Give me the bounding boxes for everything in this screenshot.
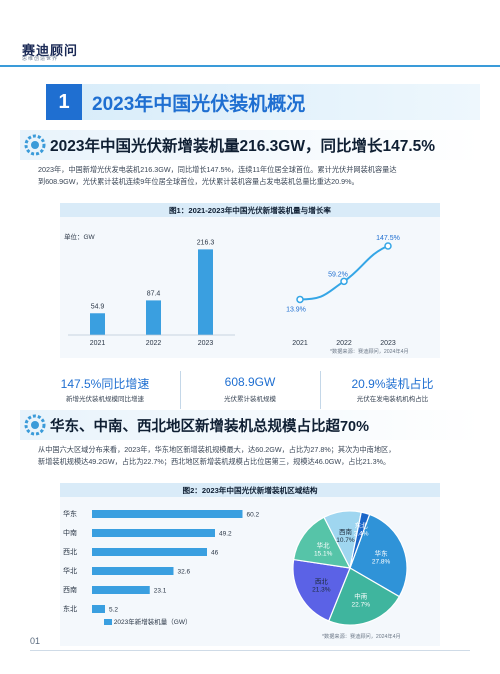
pie-value-label: 22.7% xyxy=(352,601,371,608)
page-number: 01 xyxy=(30,636,41,646)
x-tick-label: 2023 xyxy=(380,340,396,347)
header-divider xyxy=(0,65,500,67)
figure-1: 图1：2021-2023年中国光伏新增装机量与增长率 单位：GW 54.9 202… xyxy=(60,203,440,358)
figure-1-plot: 54.9 2021 87.4 2022 216.3 2023 13.9% 2021 59.2% 2… xyxy=(68,235,400,347)
y-tick-label: 华东 xyxy=(63,509,77,518)
pie-value-label: 27.8% xyxy=(372,559,391,566)
paragraph-1-line-2: 到608.9GW，光伏累计装机连续9年位居全球首位，光伏累计装机容量占发电装机总… xyxy=(38,177,359,186)
bar-value-label: 49.2 xyxy=(219,531,232,538)
y-tick-label: 西北 xyxy=(63,548,77,556)
gear-icon xyxy=(24,414,46,436)
bar-value-label: 60.2 xyxy=(247,512,260,519)
bar xyxy=(198,249,213,335)
bar xyxy=(146,300,161,335)
stat-cumulative-label: 光伏累计装机规模 xyxy=(224,396,276,403)
subheading-1-bg xyxy=(20,130,480,160)
subheading-2-bg xyxy=(20,410,480,440)
brand-logo: 赛迪顾问 xyxy=(22,43,79,58)
bar-value-label: 54.9 xyxy=(91,303,105,310)
figure-1-source: *数据来源：赛迪顾问，2024年4月 xyxy=(330,349,409,355)
pie-value-label: 10.7% xyxy=(336,537,355,544)
bar xyxy=(92,510,243,518)
figure-1-title-bar xyxy=(60,203,440,217)
legend-swatch xyxy=(104,619,112,626)
figure-2-legend: 2023年新增装机量（GW） xyxy=(104,616,191,626)
y-tick-label: 华北 xyxy=(63,566,77,575)
bar xyxy=(92,605,105,613)
pie-slice xyxy=(328,567,401,626)
line-point xyxy=(296,295,304,304)
paragraph-1: 2023年，中国新增光伏发电装机216.3GW，同比增长147.5%，连续11年… xyxy=(38,164,468,188)
y-tick-label: 东北 xyxy=(63,604,77,613)
pie-value-label: 15.1% xyxy=(314,551,333,558)
legend-label: 2023年新增装机量（GW） xyxy=(113,619,192,626)
stat-share-label: 光伏在发电装机机构占比 xyxy=(356,396,429,403)
paragraph-2-line-2: 新增装机规模达49.2GW，占比为22.7%；西北地区新增装机规模占比位居第三，… xyxy=(38,457,391,466)
bar xyxy=(90,313,105,335)
pie-slice xyxy=(349,511,371,569)
line-value-label: 13.9% xyxy=(286,306,306,313)
line-value-label: 59.2% xyxy=(328,271,348,278)
brand-slogan: 思维创造世界 xyxy=(22,56,59,62)
stat-cumulative-value: 608.9GW xyxy=(224,375,276,389)
y-tick-label: 西南 xyxy=(63,585,77,594)
paragraph-2-line-1: 从中国六大区域分布来看，2023年，华东地区新增装机规模最大，达60.2GW，占… xyxy=(38,445,396,454)
bar xyxy=(92,586,150,594)
figure-2-source: *数据来源：赛迪顾问，2024年4月 xyxy=(322,634,401,640)
figure-2-title: 图2：2023年中国光伏新增装机区域结构 xyxy=(182,486,318,495)
pie-category-label: 华东 xyxy=(375,549,389,558)
paragraph-2: 从中国六大区域分布来看，2023年，华东地区新增装机规模最大，达60.2GW，占… xyxy=(38,444,468,468)
figure-2-title-bar xyxy=(60,483,440,497)
y-tick-label: 中南 xyxy=(63,528,77,537)
pie-category-label: 中南 xyxy=(354,591,368,600)
pie-category-label: 东北 xyxy=(355,520,369,529)
pie-value-label: 2.4% xyxy=(354,530,369,537)
x-tick-label: 2022 xyxy=(336,340,352,347)
stat-growth-label: 新增光伏装机规模同比增速 xyxy=(66,396,144,403)
line-point xyxy=(340,277,348,286)
stats-row: 147.5%同比增速 新增光伏装机规模同比增速 608.9GW 光伏累计装机规模… xyxy=(40,371,460,411)
bar-value-label: 5.2 xyxy=(109,607,118,614)
figure-2: 图2：2023年中国光伏新增装机区域结构 华东 60.2 中南 49.2 西北 46 华北 3… xyxy=(60,483,440,646)
x-tick-label: 2023 xyxy=(198,340,214,347)
gear-icon xyxy=(24,134,46,156)
stat-divider xyxy=(180,371,181,409)
pie-category-label: 西南 xyxy=(339,527,353,536)
line-point xyxy=(384,242,392,250)
bar xyxy=(92,567,174,575)
x-tick-label: 2022 xyxy=(146,340,162,347)
line-value-label: 147.5% xyxy=(376,235,400,242)
bar xyxy=(92,529,215,537)
stat-share-value: 20.9%装机占比 xyxy=(351,377,434,391)
stat-divider xyxy=(320,371,321,409)
stat-growth-value: 147.5%同比增速 xyxy=(60,377,150,391)
subheading-1: 2023年中国光伏新增装机量216.3GW，同比增长147.5% xyxy=(50,138,436,155)
pie-slice xyxy=(292,516,352,569)
bar-value-label: 216.3 xyxy=(197,239,215,246)
section-banner xyxy=(46,84,480,120)
x-tick-label: 2021 xyxy=(292,340,308,347)
pie-category-label: 华北 xyxy=(317,541,331,550)
pie-slice xyxy=(292,558,351,622)
bar-value-label: 23.1 xyxy=(154,588,167,595)
figure-1-unit: 单位：GW xyxy=(64,234,95,241)
x-tick-label: 2021 xyxy=(90,340,106,347)
bar-value-label: 87.4 xyxy=(147,290,161,297)
footer-divider xyxy=(30,650,470,651)
bar xyxy=(92,548,207,556)
section-title: 2023年中国光伏装机概况 xyxy=(92,94,306,115)
subheading-2: 华东、中南、西北地区新增装机总规模占比超70% xyxy=(50,419,370,435)
section-number: 1 xyxy=(46,84,82,120)
pie-value-label: 21.3% xyxy=(312,586,331,593)
figure-1-title: 图1：2021-2023年中国光伏新增装机量与增长率 xyxy=(168,206,332,215)
bar-value-label: 32.6 xyxy=(178,569,191,576)
bar-value-label: 46 xyxy=(211,550,219,557)
page-header: 赛迪顾问 思维创造世界 xyxy=(0,0,500,67)
pie-category-label: 西北 xyxy=(315,577,329,585)
paragraph-1-line-1: 2023年，中国新增光伏发电装机216.3GW，同比增长147.5%，连续11年… xyxy=(38,165,397,174)
